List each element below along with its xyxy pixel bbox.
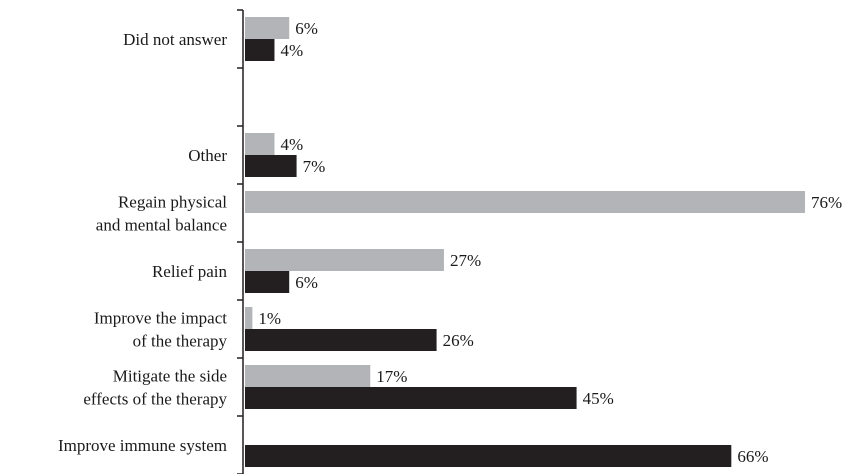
value-label: 1%	[258, 309, 281, 328]
bar-series-1	[245, 191, 805, 213]
category-label: Other	[188, 146, 227, 165]
category-label: and mental balance	[96, 216, 227, 235]
value-label: 4%	[280, 41, 303, 60]
value-label: 4%	[280, 135, 303, 154]
axis-layer	[237, 9, 244, 474]
value-label: 76%	[811, 193, 842, 212]
bar-series-2	[245, 329, 437, 351]
value-label: 45%	[583, 389, 614, 408]
bar-series-1	[245, 307, 253, 329]
value-label: 7%	[303, 157, 326, 176]
bars-layer	[245, 17, 805, 467]
bar-series-2	[245, 445, 732, 467]
category-label: Relief pain	[152, 262, 228, 281]
bar-series-2	[245, 387, 577, 409]
bar-series-2	[245, 155, 297, 177]
bar-series-2	[245, 271, 290, 293]
value-label: 6%	[295, 19, 318, 38]
bar-series-1	[245, 365, 371, 387]
bar-series-1	[245, 17, 290, 39]
category-label: effects of the therapy	[83, 390, 227, 409]
value-label: 27%	[450, 251, 481, 270]
value-label: 66%	[737, 447, 768, 466]
value-label: 26%	[443, 331, 474, 350]
category-label: Improve the impact	[94, 309, 227, 328]
bar-series-1	[245, 133, 275, 155]
category-label: Mitigate the side	[113, 367, 227, 386]
category-label: Improve immune system	[58, 436, 227, 455]
value-label: 6%	[295, 273, 318, 292]
category-label: of the therapy	[133, 332, 228, 351]
bar-series-1	[245, 249, 444, 271]
bar-series-2	[245, 39, 275, 61]
category-label: Regain physical	[118, 193, 227, 212]
value-label: 17%	[376, 367, 407, 386]
category-label: Did not answer	[123, 30, 227, 49]
